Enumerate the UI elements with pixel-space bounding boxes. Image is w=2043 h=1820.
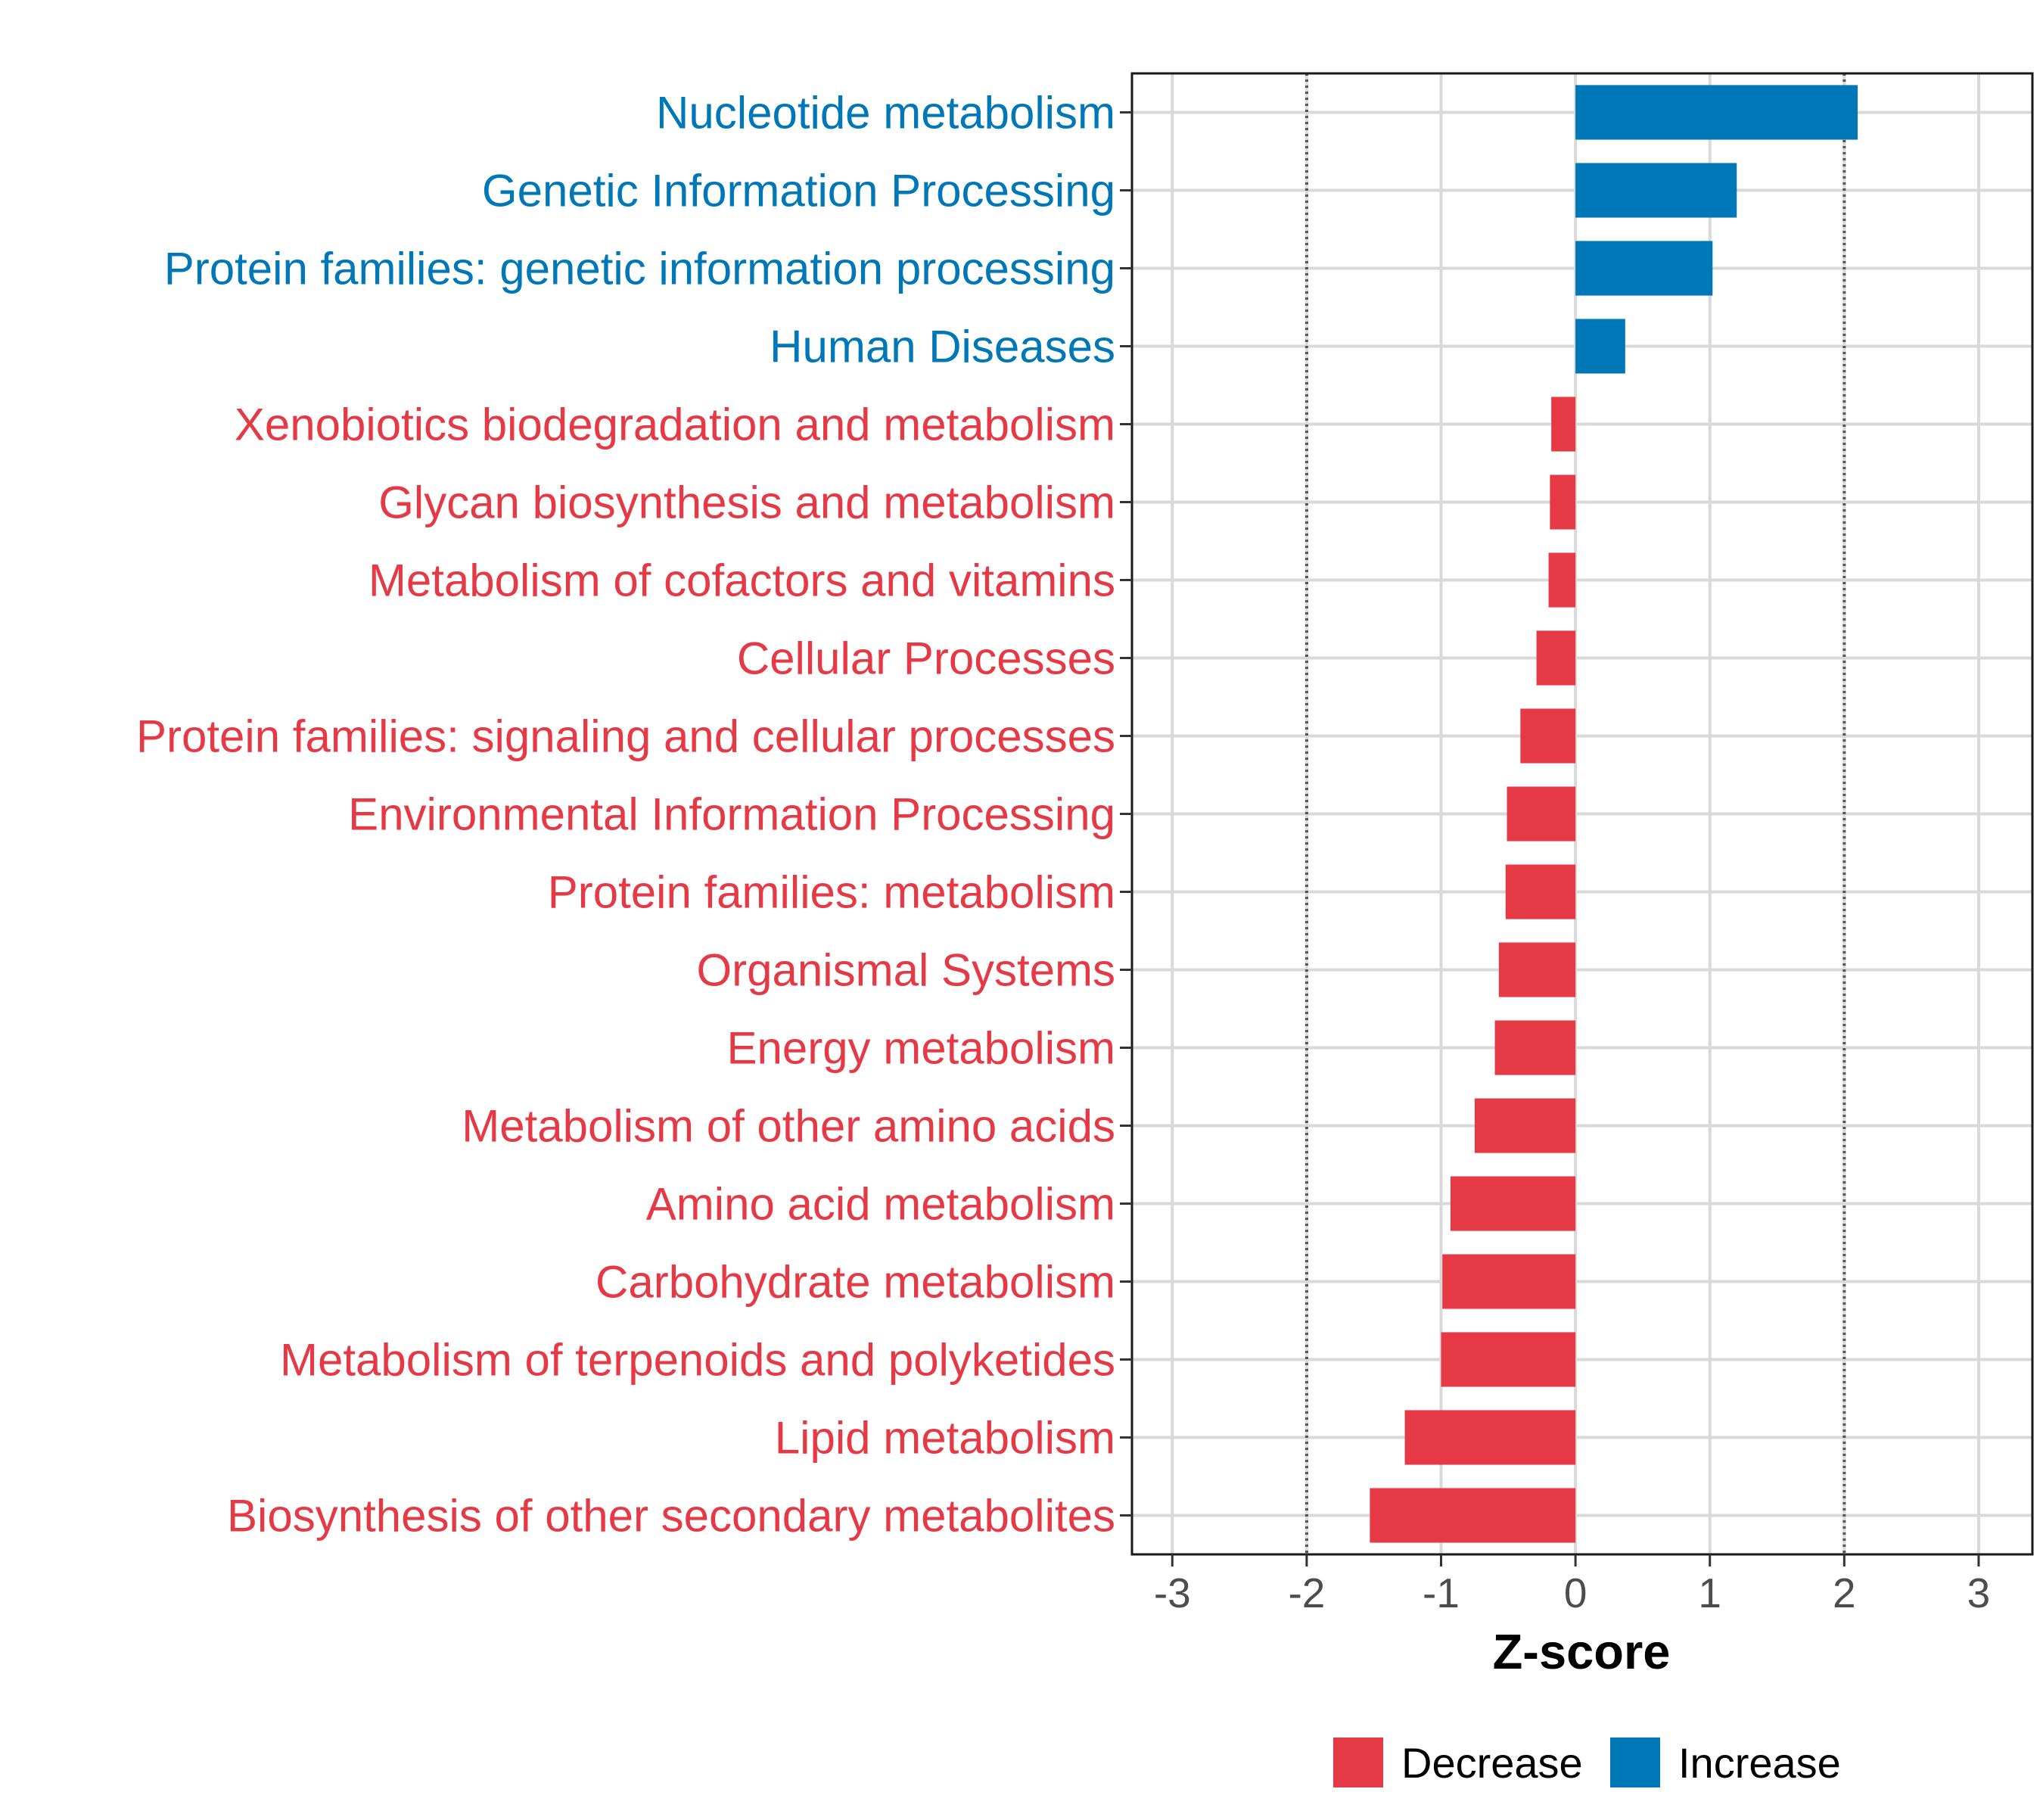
bar <box>1404 1410 1576 1465</box>
bar <box>1507 786 1576 842</box>
bar <box>1536 630 1576 686</box>
bar <box>1548 552 1576 608</box>
x-tick-label: -3 <box>1154 1570 1191 1616</box>
category-label: Nucleotide metabolism <box>656 88 1115 138</box>
legend-label-increase: Increase <box>1678 1739 1841 1787</box>
category-label: Protein families: genetic information pr… <box>164 244 1115 294</box>
category-label: Amino acid metabolism <box>646 1179 1115 1230</box>
category-label: Genetic Information Processing <box>482 166 1115 216</box>
bar <box>1370 1488 1576 1543</box>
x-tick-label: 3 <box>1967 1570 1991 1616</box>
bar <box>1575 163 1737 218</box>
bar <box>1505 864 1576 919</box>
bar <box>1494 1020 1576 1075</box>
bar <box>1498 942 1576 997</box>
x-axis-title: Z-score <box>1493 1624 1671 1679</box>
category-label: Xenobiotics biodegradation and metabolis… <box>235 400 1115 450</box>
category-label: Metabolism of terpenoids and polyketides <box>280 1335 1115 1386</box>
bar <box>1551 397 1576 452</box>
category-label: Organismal Systems <box>697 945 1115 996</box>
x-tick-label: 0 <box>1564 1570 1587 1616</box>
bar <box>1442 1254 1576 1309</box>
category-label: Protein families: signaling and cellular… <box>136 711 1115 762</box>
x-tick-label: 1 <box>1698 1570 1721 1616</box>
category-label: Carbohydrate metabolism <box>595 1257 1115 1308</box>
category-label: Human Diseases <box>770 322 1115 372</box>
bar <box>1450 1176 1576 1231</box>
bar <box>1575 319 1625 374</box>
bar <box>1550 474 1576 530</box>
category-label: Environmental Information Processing <box>348 789 1115 840</box>
x-tick-label: -1 <box>1423 1570 1460 1616</box>
category-label: Cellular Processes <box>737 633 1115 684</box>
bar <box>1441 1332 1576 1387</box>
category-label: Biosynthesis of other secondary metaboli… <box>227 1491 1115 1542</box>
category-label: Energy metabolism <box>726 1023 1115 1074</box>
legend-swatch-decrease <box>1333 1738 1383 1787</box>
x-tick-label: 2 <box>1833 1570 1856 1616</box>
category-label: Metabolism of cofactors and vitamins <box>368 555 1115 606</box>
x-tick-label: -2 <box>1288 1570 1325 1616</box>
legend-swatch-increase <box>1610 1738 1660 1787</box>
bar <box>1474 1098 1576 1153</box>
legend: Decrease Increase <box>1333 1738 1841 1787</box>
category-label: Protein families: metabolism <box>548 867 1115 918</box>
category-label: Metabolism of other amino acids <box>462 1101 1115 1152</box>
category-label: Lipid metabolism <box>775 1413 1115 1464</box>
category-label: Glycan biosynthesis and metabolism <box>378 478 1115 528</box>
legend-label-decrease: Decrease <box>1401 1739 1583 1787</box>
bar <box>1520 708 1576 764</box>
bar <box>1575 85 1858 140</box>
bar <box>1575 241 1713 296</box>
